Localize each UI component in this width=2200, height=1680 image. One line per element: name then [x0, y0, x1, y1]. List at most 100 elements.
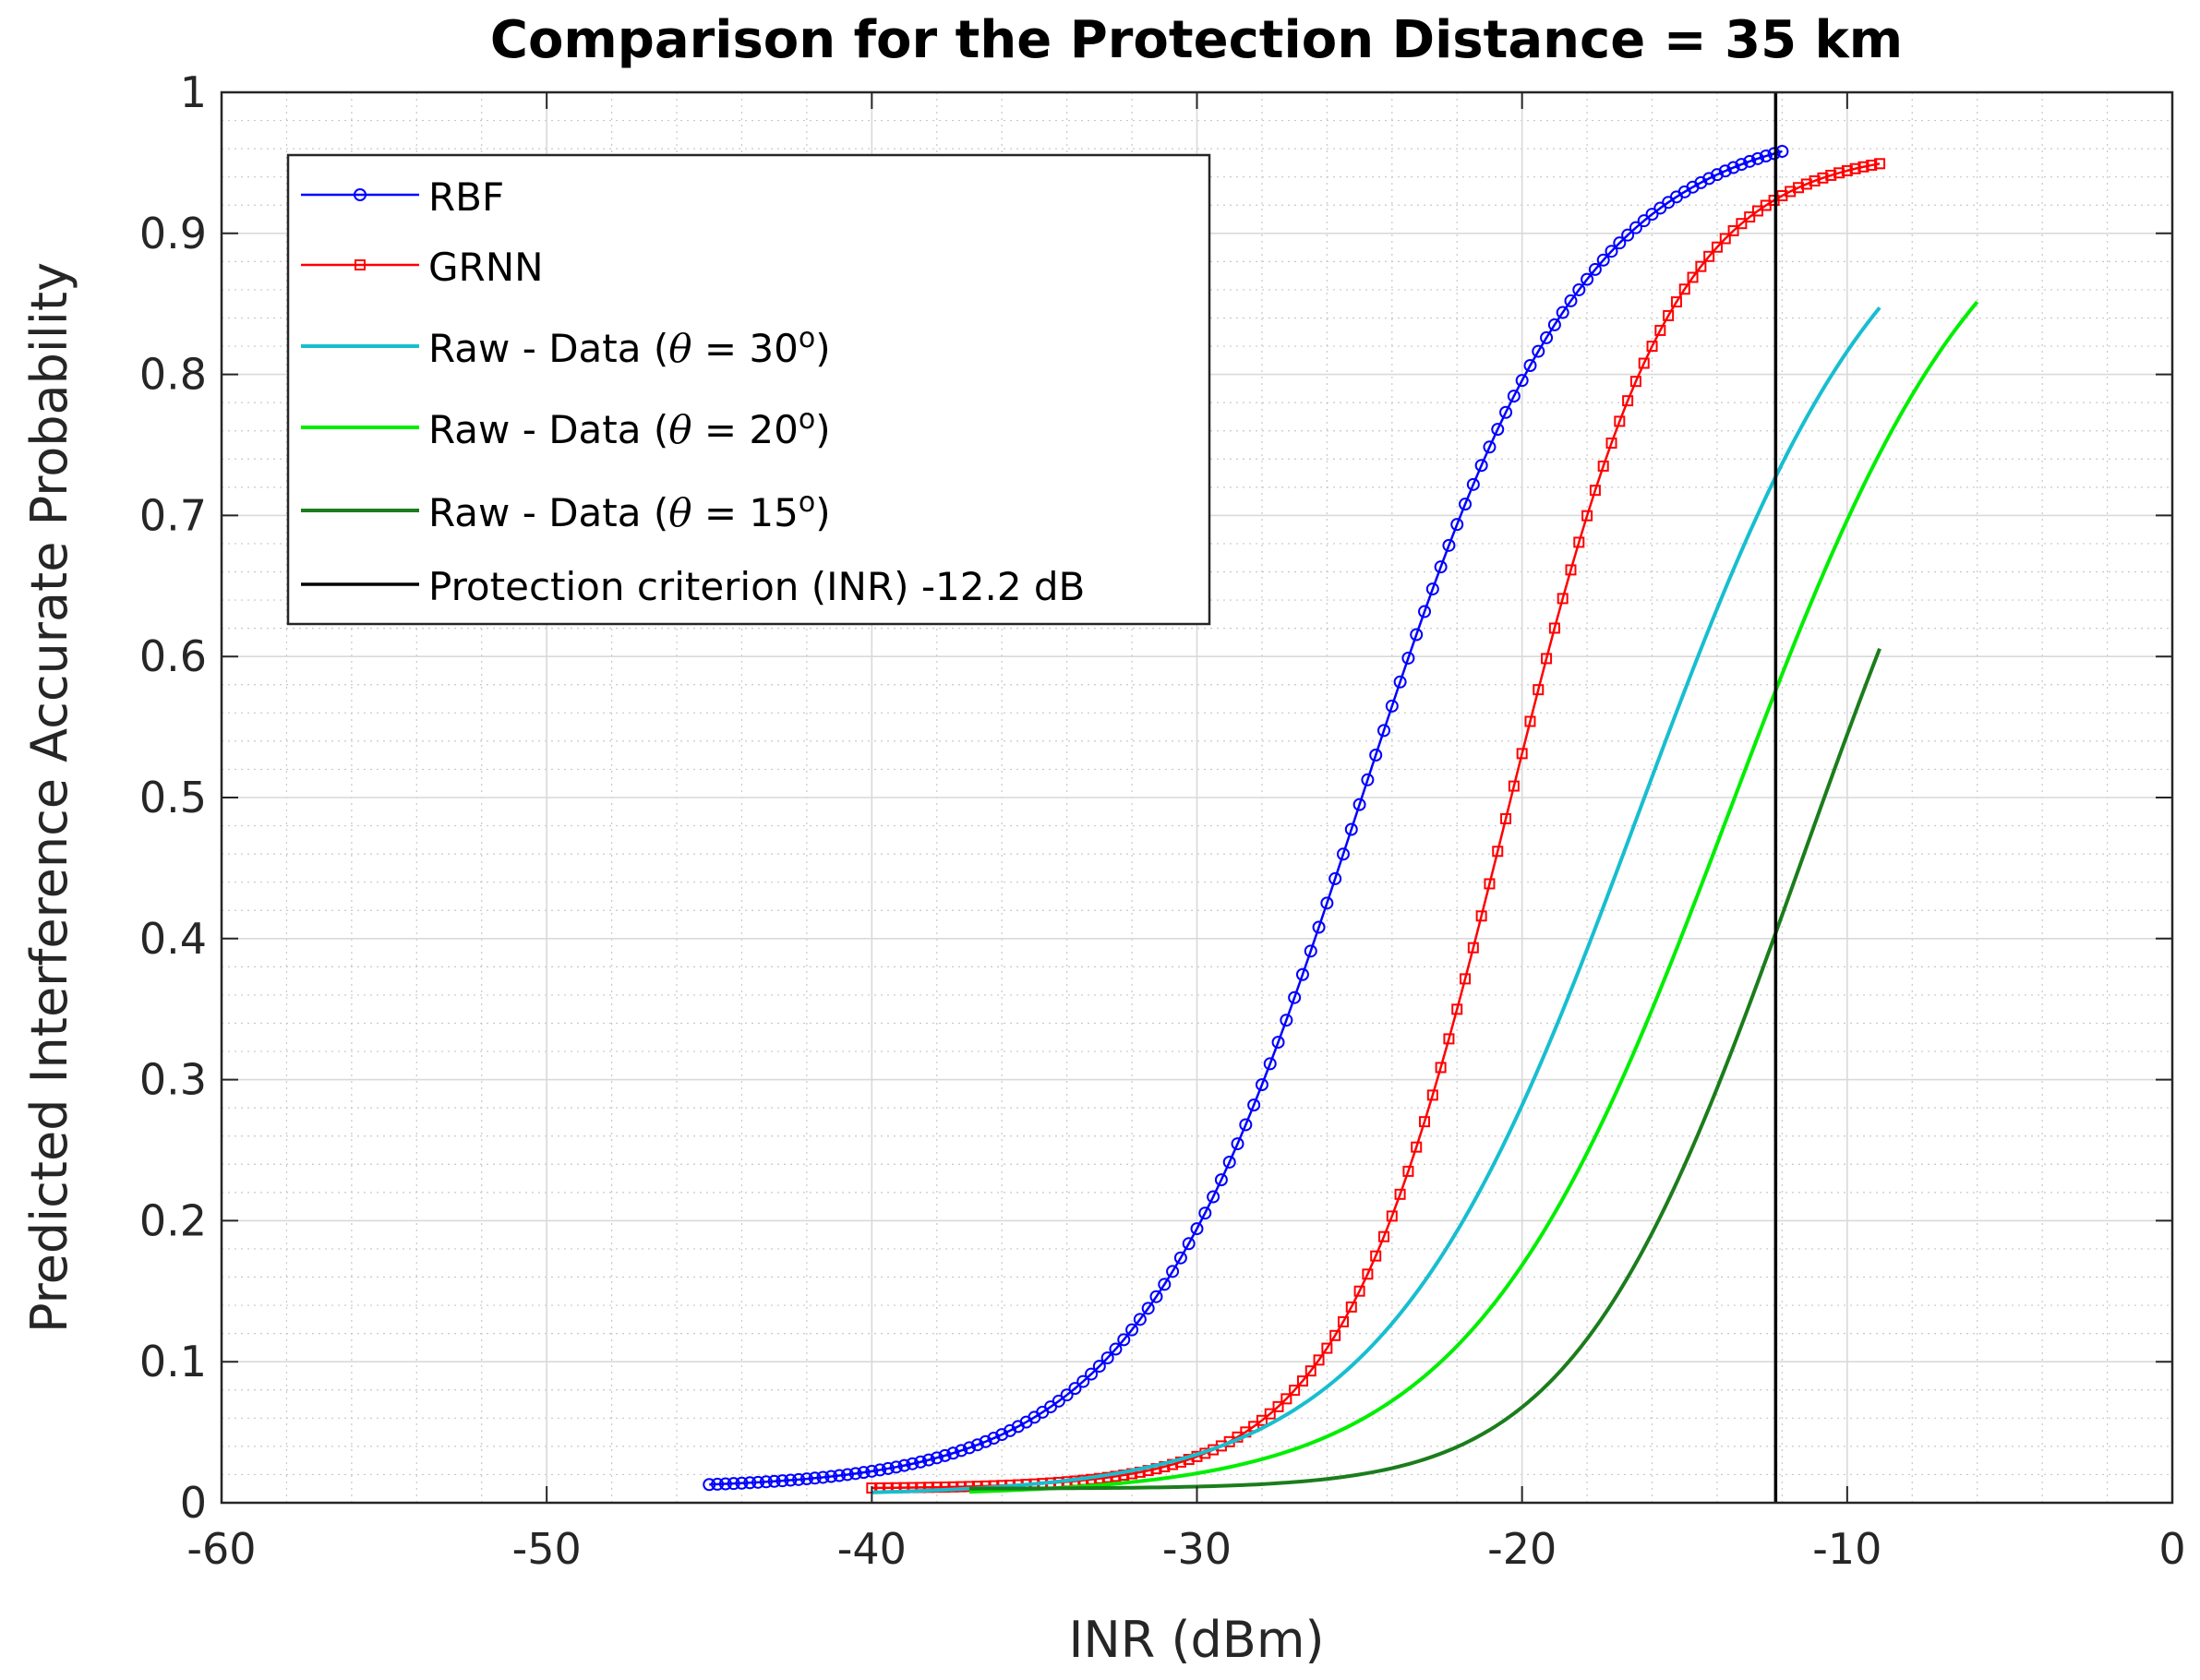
data-point-marker	[1726, 161, 1740, 174]
data-point-marker	[1459, 498, 1473, 511]
series-line	[968, 647, 1881, 1491]
data-point-marker	[1443, 1033, 1455, 1045]
data-point-marker	[938, 1448, 952, 1462]
data-point-marker	[1425, 582, 1439, 596]
chart-title: Comparison for the Protection Distance =…	[490, 10, 1903, 70]
data-point-marker	[1646, 341, 1658, 353]
x-tick-label: -30	[1162, 1524, 1232, 1574]
data-point-marker	[1523, 359, 1537, 373]
data-point-marker	[1377, 724, 1390, 738]
data-point-marker	[1256, 1414, 1268, 1426]
data-point-marker	[1866, 159, 1878, 171]
data-point-marker	[1125, 1323, 1139, 1337]
data-point-marker	[1247, 1098, 1261, 1112]
data-point-marker	[1800, 178, 1812, 190]
data-point-marker	[1060, 1388, 1074, 1402]
data-point-marker	[1750, 151, 1764, 165]
data-point-marker	[857, 1466, 871, 1480]
data-point-marker	[865, 1464, 879, 1478]
legend-marker	[355, 259, 366, 270]
data-point-marker	[939, 1481, 951, 1493]
series-2	[872, 306, 1881, 1494]
data-point-marker	[1817, 172, 1829, 184]
legend-label: GRNN	[428, 245, 544, 290]
legend-label: RBF	[428, 174, 504, 220]
x-tick-label: -20	[1487, 1524, 1557, 1574]
data-point-marker	[1214, 1173, 1228, 1187]
data-point-marker	[947, 1481, 959, 1493]
legend-label: Raw - Data (θ = 15o)	[428, 486, 831, 535]
data-point-marker	[914, 1455, 928, 1469]
data-point-marker	[1385, 699, 1399, 713]
data-point-marker	[824, 1470, 838, 1483]
series-4	[968, 647, 1881, 1491]
data-point-marker	[1386, 1210, 1398, 1222]
y-tick-label: 0.8	[139, 350, 207, 400]
data-point-marker	[1222, 1155, 1236, 1169]
data-point-marker	[1849, 162, 1861, 174]
data-point-marker	[1645, 208, 1659, 222]
data-point-marker	[1068, 1382, 1082, 1396]
data-point-marker	[1271, 1036, 1285, 1050]
data-point-marker	[1491, 423, 1505, 437]
data-point-marker	[1687, 271, 1699, 283]
data-point-marker	[1280, 1393, 1292, 1405]
data-point-marker	[1588, 262, 1602, 276]
data-point-marker	[1663, 309, 1675, 321]
legend-entry: Protection criterion (INR) -12.2 dB	[301, 564, 1085, 609]
y-tick-label: 0	[180, 1478, 207, 1528]
data-point-marker	[759, 1475, 773, 1489]
data-point-marker	[1507, 390, 1521, 403]
legend-entries: RBF GRNN Raw - Data (θ = 30o) Raw - Data (θ…	[301, 174, 1085, 609]
data-point-marker	[1231, 1137, 1244, 1151]
data-point-marker	[1556, 306, 1569, 319]
data-point-marker	[1451, 1003, 1463, 1015]
data-point-marker	[1158, 1278, 1172, 1291]
legend-entry: RBF	[301, 174, 504, 220]
data-point-marker	[1581, 272, 1594, 286]
data-point-marker	[1629, 376, 1641, 388]
data-point-marker	[1735, 158, 1749, 172]
data-point-marker	[1637, 214, 1651, 228]
data-point-marker	[970, 1438, 984, 1452]
data-point-marker	[1394, 1188, 1406, 1200]
data-point-marker	[1540, 330, 1554, 344]
data-point-marker	[1759, 150, 1773, 163]
data-point-marker	[1100, 1351, 1114, 1365]
data-point-marker	[1466, 477, 1480, 491]
data-point-marker	[946, 1446, 960, 1460]
data-point-marker	[1500, 812, 1512, 824]
data-point-marker	[1312, 920, 1326, 934]
data-point-marker	[727, 1477, 740, 1491]
y-tick-label: 0.1	[139, 1337, 207, 1386]
data-point-marker	[1410, 628, 1424, 642]
data-point-marker	[1182, 1237, 1196, 1251]
data-point-marker	[1557, 593, 1569, 605]
data-point-marker	[1581, 510, 1593, 522]
data-point-marker	[799, 1472, 813, 1486]
legend-label: Protection criterion (INR) -12.2 dB	[428, 564, 1085, 609]
legend-entry: Raw - Data (θ = 15o)	[301, 486, 831, 535]
y-axis-label: Predicted Interference Accurate Probabil…	[20, 262, 78, 1333]
data-point-marker	[1239, 1118, 1253, 1132]
data-point-marker	[1678, 283, 1690, 295]
series-line	[968, 300, 1979, 1494]
y-tick-label: 0.9	[139, 209, 207, 258]
data-point-marker	[955, 1444, 968, 1458]
data-point-marker	[979, 1434, 992, 1448]
data-point-marker	[1565, 564, 1577, 576]
legend-entry: GRNN	[301, 245, 544, 290]
data-point-marker	[1809, 174, 1821, 186]
data-point-marker	[1336, 847, 1350, 861]
data-point-marker	[1825, 169, 1837, 181]
data-point-marker	[1547, 318, 1561, 331]
data-point-marker	[1736, 218, 1748, 230]
data-point-marker	[1629, 221, 1642, 234]
data-point-marker	[1304, 944, 1317, 958]
data-point-marker	[1173, 1251, 1187, 1265]
legend-label: Raw - Data (θ = 20o)	[428, 403, 831, 452]
data-point-marker	[1295, 967, 1309, 981]
data-point-marker	[1515, 374, 1529, 388]
data-point-marker	[784, 1473, 798, 1487]
data-point-marker	[1272, 1400, 1284, 1412]
